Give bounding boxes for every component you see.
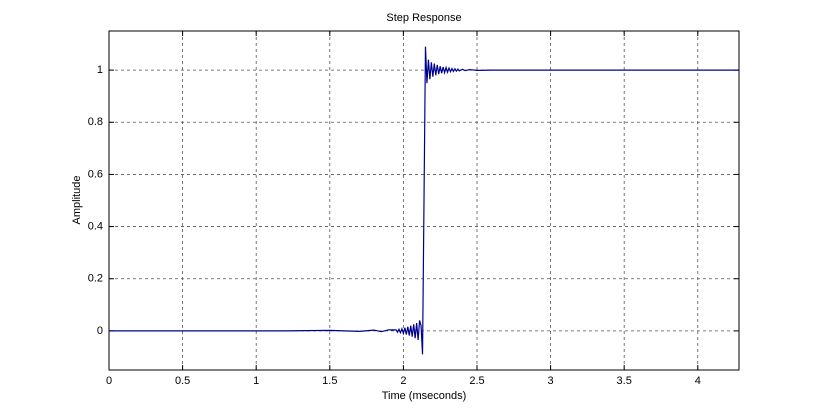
x-tick-label: 1 bbox=[253, 375, 259, 387]
y-tick-label: 1 bbox=[97, 64, 103, 76]
x-axis-label: Time (mseconds) bbox=[382, 390, 467, 402]
y-axis-label: Amplitude bbox=[71, 176, 83, 225]
y-tick-label: 0.4 bbox=[88, 220, 103, 232]
y-tick-label: 0 bbox=[97, 325, 103, 337]
chart-title: Step Response bbox=[386, 12, 461, 24]
x-tick-label: 2 bbox=[400, 375, 406, 387]
x-tick-label: 4 bbox=[695, 375, 701, 387]
plot-frame bbox=[108, 30, 740, 371]
x-tick-label: 0.5 bbox=[175, 375, 190, 387]
x-tick-label: 0 bbox=[106, 375, 112, 387]
y-tick-label: 0.8 bbox=[88, 116, 103, 128]
x-tick-label: 3.5 bbox=[617, 375, 632, 387]
x-tick-label: 1.5 bbox=[322, 375, 337, 387]
y-tick-label: 0.6 bbox=[88, 168, 103, 180]
x-tick-label: 2.5 bbox=[469, 375, 484, 387]
x-tick-label: 3 bbox=[548, 375, 554, 387]
step-line bbox=[109, 46, 739, 355]
y-tick-label: 0.2 bbox=[88, 273, 103, 285]
